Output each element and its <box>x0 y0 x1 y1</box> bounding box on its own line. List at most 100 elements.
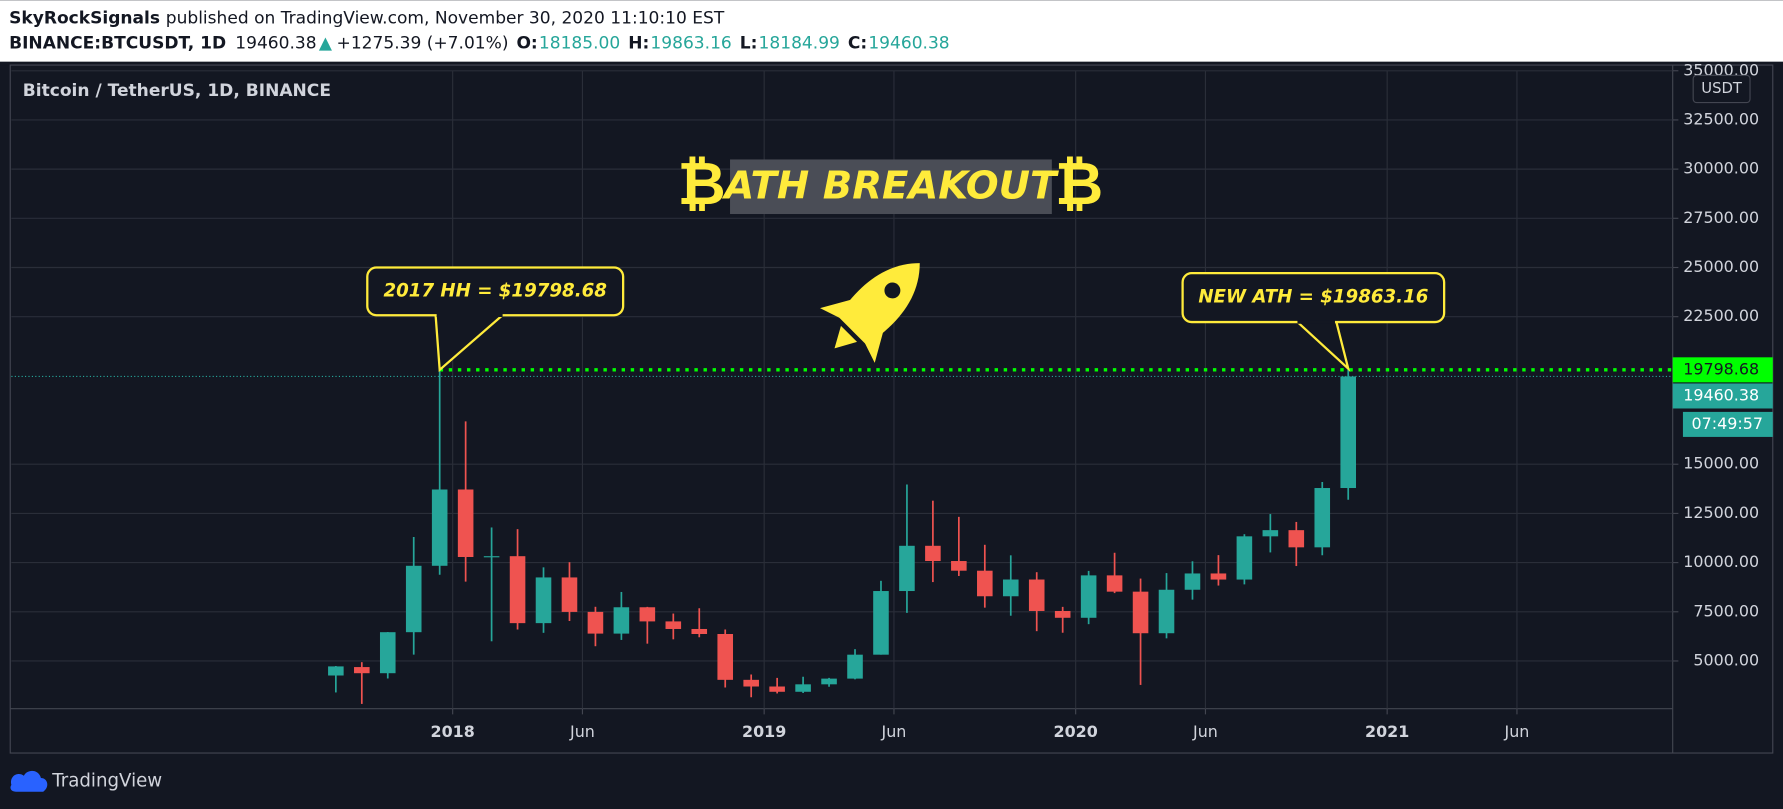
rocket-icon <box>820 263 920 363</box>
y-tick-label: 15000.00 <box>1683 454 1759 473</box>
candle-body <box>821 678 837 685</box>
brand: TradingView <box>51 770 162 791</box>
y-tick-label: 30000.00 <box>1683 159 1759 178</box>
candle-body <box>977 570 993 597</box>
callout-pointer <box>434 313 505 373</box>
ohlc-key: H: <box>628 33 649 53</box>
candles <box>328 368 1357 704</box>
candle-body <box>613 607 630 634</box>
candle-body <box>328 666 344 676</box>
chart-title: Bitcoin / TetherUS, 1D, BINANCE <box>23 81 331 101</box>
y-tick-label: 25000.00 <box>1683 257 1759 276</box>
candle-body <box>717 633 734 680</box>
y-tick-label: 35000.00 <box>1683 60 1759 79</box>
published: published on TradingView.com, November 3… <box>166 8 725 28</box>
arrow: ▲ <box>319 33 333 53</box>
candle-body <box>1132 591 1149 634</box>
price-tag <box>1672 357 1773 383</box>
symbol: BINANCE:BTCUSDT, 1D <box>9 33 226 53</box>
y-tick-label: 12500.00 <box>1683 503 1759 522</box>
x-tick-label: Jun <box>1504 722 1530 741</box>
ohlc-key: L: <box>740 33 758 53</box>
ohlc-value: 18185.00 <box>539 33 620 53</box>
candle-body <box>1106 575 1123 592</box>
candle-body <box>665 621 682 629</box>
tradingview-logo <box>10 770 48 792</box>
y-tick-label: 22500.00 <box>1683 306 1759 325</box>
callout-text: 2017 HH = $19798.68 <box>383 280 606 301</box>
change: +1275.39 (+7.01%) <box>337 33 509 53</box>
y-tick-label: 7500.00 <box>1693 601 1759 620</box>
y-tick-label: 5000.00 <box>1693 650 1759 669</box>
price-tag-label: 19798.68 <box>1683 359 1759 378</box>
y-tick-label: 10000.00 <box>1683 552 1759 571</box>
candle-body <box>431 489 448 566</box>
candle-body <box>483 556 500 558</box>
candle-body <box>535 577 552 624</box>
candle-body <box>899 545 915 592</box>
header-line: SkyRockSignals published on TradingView.c… <box>9 8 725 28</box>
candle-body <box>743 679 759 687</box>
candle-body <box>1314 488 1331 548</box>
candle-body <box>1262 530 1279 537</box>
header-line: BINANCE:BTCUSDT, 1D 19460.38 ▲ +1275.39 (+7… <box>9 33 950 53</box>
x-tick-label: 2020 <box>1054 722 1098 741</box>
ohlc-key: O: <box>516 33 537 53</box>
countdown: 07:49:57 <box>1692 414 1763 433</box>
callout-pointer <box>1295 320 1351 372</box>
grid: 5000.00 7500.00 10000.00 12500.00 15000.00 22… <box>11 60 1759 741</box>
y-tick-label: 27500.00 <box>1683 208 1759 227</box>
candle-body <box>1236 536 1253 580</box>
candle-body <box>354 667 370 674</box>
candle-body <box>1184 573 1201 590</box>
candle-body <box>1288 530 1305 548</box>
ohlc-value: 18184.99 <box>759 33 840 53</box>
candle-body <box>795 684 811 692</box>
x-tick-label: 2019 <box>742 722 786 741</box>
banner-text: ATH BREAKOUT <box>721 163 1059 208</box>
currency-box <box>1692 74 1751 104</box>
candle-body <box>639 607 656 622</box>
countdown-tag <box>1682 411 1773 437</box>
candle-body <box>379 632 396 674</box>
candle-body <box>1158 589 1175 634</box>
y-tick-label: 32500.00 <box>1683 109 1759 128</box>
candle-body <box>847 654 863 679</box>
candle-body <box>509 556 526 624</box>
candle-body <box>951 561 967 571</box>
ohlc-key: C: <box>848 33 867 53</box>
author: SkyRockSignals <box>9 8 160 28</box>
candle-body <box>1054 610 1071 618</box>
candle-body <box>405 565 422 633</box>
candle-body <box>1028 579 1045 611</box>
candle-body <box>1340 376 1357 489</box>
banner-bg <box>730 159 1052 215</box>
candle-body <box>1210 573 1227 580</box>
header-bg <box>0 0 1783 62</box>
candle-body <box>769 686 785 692</box>
ohlc-value: 19863.16 <box>650 33 731 53</box>
last-price: 19460.38 <box>235 33 316 53</box>
candle-body <box>873 591 889 655</box>
candle-body <box>1080 575 1097 618</box>
candle-body <box>561 577 578 612</box>
x-tick-label: Jun <box>1192 722 1218 741</box>
candle-body <box>457 489 474 557</box>
candle-body <box>925 545 941 562</box>
price-tag <box>1672 383 1773 409</box>
x-tick-label: 2021 <box>1365 722 1409 741</box>
x-tick-label: Jun <box>881 722 907 741</box>
candle-body <box>1002 579 1019 597</box>
overlays: 19798.68 19460.38 07:49:57 2017 HH = $19798… <box>11 266 1773 437</box>
currency: USDT <box>1701 80 1743 97</box>
bitcoin-icon: ₿ <box>1055 149 1103 218</box>
ohlc-value: 19460.38 <box>868 33 949 53</box>
candle-body <box>691 628 708 634</box>
x-tick-label: Jun <box>569 722 595 741</box>
x-tick-label: 2018 <box>431 722 475 741</box>
callout-text: NEW ATH = $19863.16 <box>1198 287 1428 308</box>
price-tag-label: 19460.38 <box>1683 385 1759 404</box>
bitcoin-icon: ₿ <box>678 149 726 218</box>
